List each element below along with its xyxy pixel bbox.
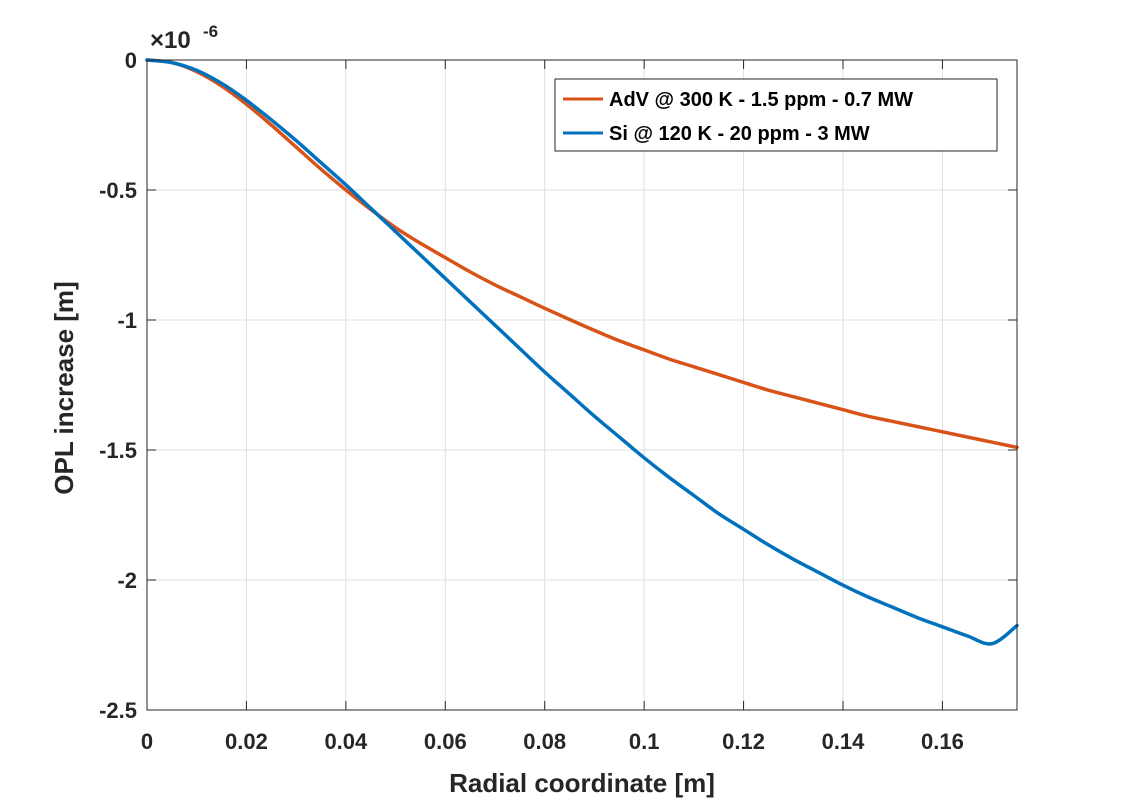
- series-layer: [145, 58, 1019, 646]
- y-tick-labels: 0 -0.5 -1 -1.5 -2 -2.5: [99, 48, 137, 723]
- y-tick-label: 0: [125, 48, 137, 73]
- axes-frame: [146, 59, 1018, 711]
- series-line-si: [145, 58, 1019, 646]
- y-tick-label: -2: [117, 568, 137, 593]
- series-line-adv: [145, 58, 1019, 450]
- x-tick-label: 0.14: [822, 729, 866, 754]
- y-tick-label: -2.5: [99, 698, 137, 723]
- x-tick-label: 0.12: [722, 729, 765, 754]
- plot-area: [147, 60, 1017, 710]
- legend-entry-adv: AdV @ 300 K - 1.5 ppm - 0.7 MW: [609, 89, 913, 111]
- legend: AdV @ 300 K - 1.5 ppm - 0.7 MW Si @ 120 …: [554, 78, 998, 152]
- y-exponent-base: ×10: [150, 27, 191, 54]
- x-tick-label: 0: [141, 729, 153, 754]
- x-tick-label: 0.04: [324, 729, 368, 754]
- y-tick-label: -1.5: [99, 438, 137, 463]
- x-tick-label: 0.16: [921, 729, 964, 754]
- y-axis-label: OPL increase [m]: [49, 281, 79, 494]
- x-tick-label: 0.08: [523, 729, 566, 754]
- x-axis-label: Radial coordinate [m]: [449, 768, 715, 798]
- x-tick-label: 0.02: [225, 729, 268, 754]
- legend-entry-si: Si @ 120 K - 20 ppm - 3 MW: [609, 123, 870, 145]
- tick-marks: [146, 59, 1017, 711]
- y-tick-label: -0.5: [99, 178, 137, 203]
- x-tick-label: 0.1: [629, 729, 660, 754]
- y-exponent-power: -6: [203, 22, 218, 41]
- x-tick-label: 0.06: [424, 729, 467, 754]
- legend-box: [554, 78, 998, 152]
- x-tick-labels: 0 0.02 0.04 0.06 0.08 0.1 0.12 0.14 0.16: [141, 729, 964, 754]
- y-tick-label: -1: [117, 308, 137, 333]
